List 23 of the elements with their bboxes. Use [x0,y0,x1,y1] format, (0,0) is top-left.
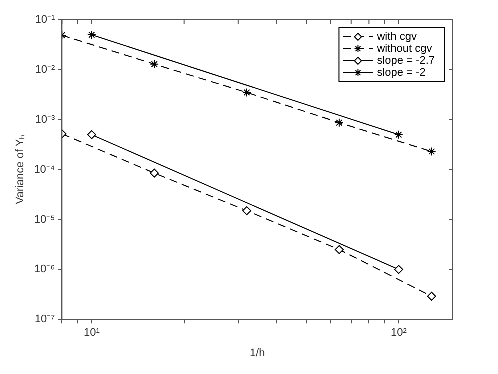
x-tick-label: 10¹ [84,327,100,340]
point [334,245,344,254]
y-tick-label: 10⁻⁶ [34,264,56,276]
y-tick-label: 10⁻⁷ [34,314,56,326]
y-tick-label: 10⁻⁴ [34,164,56,176]
y-tick-label: 10⁻² [35,64,56,76]
y-tick-label: 10⁻⁵ [34,214,56,226]
legend-label: with cgv [376,31,418,44]
point [242,88,252,98]
y-axis-title: Variance of Yₕ [14,135,27,204]
y-tick-label: 10⁻¹ [35,14,56,26]
x-axis-title: 1/h [250,347,266,360]
point [334,118,344,128]
x-tick-label: 10² [390,327,408,340]
point [150,168,160,178]
point [427,292,436,302]
y-tick-label: 10⁻³ [35,114,56,126]
legend-label: without cgv [376,43,433,56]
point [242,206,252,216]
point [427,147,436,156]
legend-label: slope = -2.7 [377,55,436,68]
legend-label: slope = -2 [377,67,426,80]
point [150,60,160,69]
